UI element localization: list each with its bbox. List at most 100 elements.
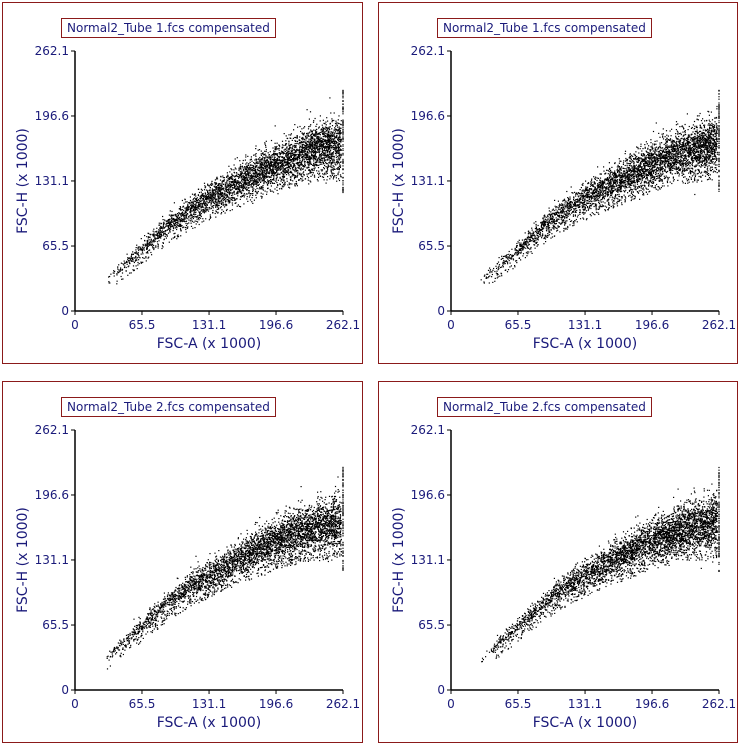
data-point — [289, 145, 291, 147]
data-point — [321, 169, 324, 171]
data-point — [164, 235, 166, 237]
data-point — [286, 162, 288, 164]
data-point — [132, 260, 134, 262]
data-point — [331, 158, 333, 160]
data-point — [318, 158, 320, 160]
data-point — [199, 195, 201, 197]
data-point — [162, 226, 164, 228]
data-point — [256, 181, 258, 183]
data-point — [282, 146, 284, 148]
data-point — [265, 168, 267, 170]
data-point — [269, 163, 271, 165]
data-point — [312, 155, 314, 157]
data-point — [155, 231, 157, 233]
data-point — [268, 161, 270, 163]
data-point — [200, 217, 202, 219]
data-point — [232, 183, 234, 185]
data-point — [342, 186, 344, 189]
data-point — [170, 221, 172, 223]
data-point — [195, 223, 197, 225]
data-point — [290, 165, 293, 167]
data-point — [321, 151, 323, 153]
data-point — [681, 180, 684, 182]
data-point — [281, 168, 283, 170]
data-point — [268, 172, 270, 174]
data-point — [192, 203, 195, 205]
data-point — [310, 157, 312, 159]
data-point — [274, 164, 276, 166]
data-point — [294, 139, 296, 142]
data-point — [185, 212, 187, 214]
data-point — [641, 175, 643, 177]
data-point — [250, 184, 252, 186]
data-point — [669, 163, 671, 165]
data-point — [226, 179, 228, 181]
data-point — [197, 188, 200, 190]
data-point — [314, 143, 316, 145]
data-point — [192, 205, 194, 207]
data-point — [708, 139, 710, 141]
data-point — [161, 245, 163, 247]
data-point — [322, 130, 324, 132]
data-point — [299, 172, 301, 174]
data-point — [284, 162, 286, 164]
data-point — [258, 160, 260, 162]
data-point — [228, 178, 230, 180]
data-point — [324, 159, 327, 161]
data-point — [240, 191, 242, 194]
data-point — [652, 178, 655, 180]
data-point — [576, 216, 579, 218]
data-point — [503, 263, 505, 265]
data-point — [200, 205, 202, 207]
data-point — [234, 199, 236, 201]
data-point — [312, 140, 314, 142]
data-point — [342, 180, 344, 182]
data-point — [164, 232, 166, 234]
data-point — [270, 164, 272, 167]
data-point — [235, 183, 237, 185]
data-point — [706, 138, 708, 140]
data-point — [267, 180, 269, 182]
data-point — [334, 144, 336, 146]
data-point — [329, 151, 331, 153]
data-point — [314, 135, 316, 137]
data-point — [306, 161, 308, 163]
data-point — [269, 167, 271, 169]
data-point — [556, 227, 558, 230]
data-point — [307, 173, 310, 175]
data-point — [489, 267, 491, 269]
data-point — [253, 183, 255, 185]
data-point — [302, 155, 304, 158]
data-point — [318, 127, 320, 129]
data-point — [134, 260, 136, 262]
data-point — [296, 159, 298, 161]
data-point — [321, 129, 323, 131]
data-point — [273, 182, 276, 184]
data-point — [692, 171, 694, 173]
data-point — [236, 187, 238, 189]
data-point — [322, 138, 324, 140]
data-point — [237, 195, 239, 197]
data-point — [312, 133, 314, 135]
data-point — [529, 238, 531, 240]
data-point — [633, 153, 635, 155]
data-point — [148, 244, 150, 246]
data-point — [235, 188, 237, 190]
data-point — [318, 141, 320, 143]
data-point — [282, 173, 284, 175]
data-point — [281, 159, 283, 161]
data-point — [215, 211, 218, 213]
data-point — [230, 176, 233, 178]
data-point — [135, 252, 137, 254]
data-point — [329, 175, 331, 177]
data-point — [252, 168, 254, 170]
data-point — [709, 178, 711, 180]
data-point — [224, 184, 226, 186]
data-point — [293, 178, 296, 180]
data-point — [280, 166, 282, 168]
data-point — [338, 137, 340, 139]
data-point — [163, 233, 165, 235]
data-point — [240, 183, 242, 185]
data-point — [127, 261, 129, 263]
data-point — [325, 162, 327, 165]
